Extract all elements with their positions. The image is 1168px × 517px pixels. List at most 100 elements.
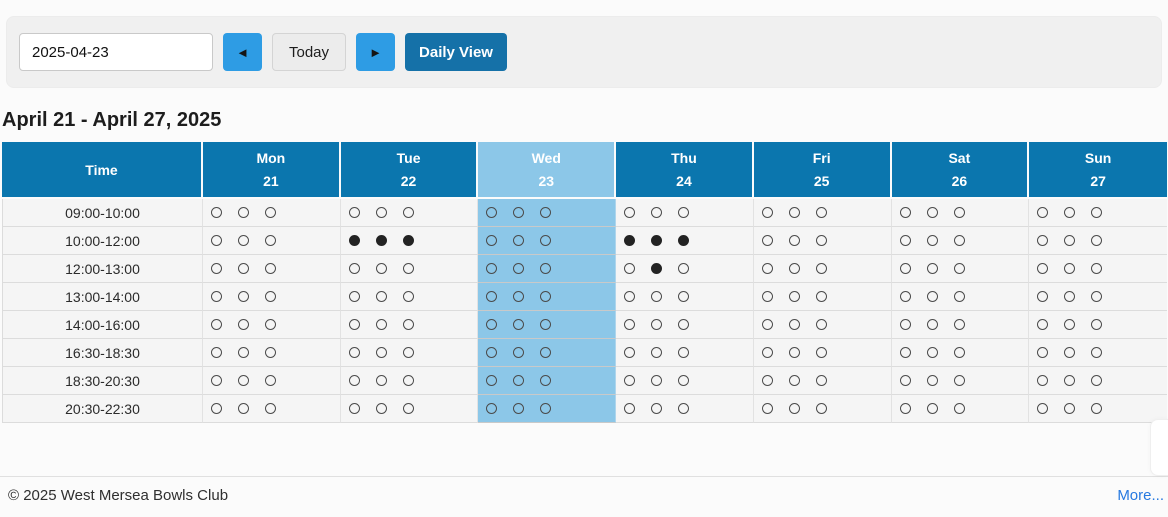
booking-slot-free[interactable] [211, 375, 222, 386]
booking-slot-free[interactable] [899, 263, 911, 274]
booking-slot-free[interactable] [761, 403, 773, 414]
booking-slot-free[interactable] [926, 291, 938, 302]
booking-slot-free[interactable] [402, 263, 414, 274]
booking-slot-free[interactable] [953, 347, 965, 358]
booking-slot-free[interactable] [211, 207, 222, 218]
booking-slot-free[interactable] [348, 291, 360, 302]
today-button[interactable]: Today [272, 33, 347, 71]
booking-slot-free[interactable] [238, 319, 249, 330]
booking-slot-free[interactable] [761, 319, 773, 330]
booking-slot-free[interactable] [651, 291, 663, 302]
booking-slot-booked[interactable] [348, 235, 360, 246]
booking-slot-free[interactable] [1064, 403, 1076, 414]
booking-slot-free[interactable] [211, 403, 222, 414]
booking-slot-free[interactable] [761, 263, 773, 274]
booking-slot-free[interactable] [486, 319, 498, 330]
date-input[interactable] [19, 33, 213, 71]
booking-slot-free[interactable] [265, 263, 276, 274]
booking-slot-free[interactable] [788, 347, 800, 358]
booking-slot-free[interactable] [1037, 403, 1049, 414]
booking-slot-free[interactable] [375, 207, 387, 218]
booking-slot-free[interactable] [238, 347, 249, 358]
booking-slot-free[interactable] [899, 347, 911, 358]
booking-slot-free[interactable] [953, 207, 965, 218]
booking-slot-free[interactable] [651, 207, 663, 218]
booking-slot-free[interactable] [238, 263, 249, 274]
booking-slot-free[interactable] [486, 291, 498, 302]
booking-slot-free[interactable] [348, 319, 360, 330]
booking-slot-free[interactable] [486, 375, 498, 386]
booking-slot-free[interactable] [815, 263, 827, 274]
booking-slot-free[interactable] [761, 235, 773, 246]
booking-slot-free[interactable] [651, 403, 663, 414]
booking-slot-free[interactable] [513, 319, 525, 330]
booking-slot-free[interactable] [238, 291, 249, 302]
booking-slot-free[interactable] [678, 319, 690, 330]
booking-slot-free[interactable] [375, 319, 387, 330]
booking-slot-free[interactable] [1037, 207, 1049, 218]
booking-slot-free[interactable] [348, 207, 360, 218]
booking-slot-free[interactable] [1091, 375, 1103, 386]
booking-slot-free[interactable] [899, 319, 911, 330]
next-button[interactable]: ► [356, 33, 396, 71]
booking-slot-free[interactable] [926, 207, 938, 218]
booking-slot-free[interactable] [540, 319, 552, 330]
booking-slot-free[interactable] [815, 375, 827, 386]
booking-slot-free[interactable] [348, 263, 360, 274]
booking-slot-free[interactable] [513, 235, 525, 246]
booking-slot-free[interactable] [761, 207, 773, 218]
booking-slot-free[interactable] [540, 207, 552, 218]
booking-slot-free[interactable] [402, 291, 414, 302]
booking-slot-free[interactable] [624, 319, 636, 330]
booking-slot-free[interactable] [815, 347, 827, 358]
booking-slot-free[interactable] [815, 291, 827, 302]
booking-slot-free[interactable] [1037, 291, 1049, 302]
booking-slot-booked[interactable] [651, 235, 663, 246]
booking-slot-free[interactable] [402, 403, 414, 414]
booking-slot-free[interactable] [540, 403, 552, 414]
booking-slot-free[interactable] [678, 375, 690, 386]
booking-slot-free[interactable] [486, 207, 498, 218]
booking-slot-booked[interactable] [624, 235, 636, 246]
booking-slot-booked[interactable] [651, 263, 663, 274]
booking-slot-free[interactable] [1064, 319, 1076, 330]
booking-slot-free[interactable] [486, 403, 498, 414]
booking-slot-free[interactable] [953, 235, 965, 246]
booking-slot-free[interactable] [899, 291, 911, 302]
booking-slot-free[interactable] [1064, 235, 1076, 246]
booking-slot-free[interactable] [265, 291, 276, 302]
booking-slot-free[interactable] [265, 319, 276, 330]
booking-slot-free[interactable] [651, 347, 663, 358]
booking-slot-free[interactable] [238, 235, 249, 246]
booking-slot-free[interactable] [540, 235, 552, 246]
booking-slot-free[interactable] [348, 347, 360, 358]
booking-slot-free[interactable] [788, 403, 800, 414]
booking-slot-free[interactable] [815, 207, 827, 218]
booking-slot-free[interactable] [761, 347, 773, 358]
booking-slot-free[interactable] [1064, 375, 1076, 386]
booking-slot-free[interactable] [513, 263, 525, 274]
booking-slot-free[interactable] [953, 375, 965, 386]
booking-slot-free[interactable] [513, 291, 525, 302]
booking-slot-free[interactable] [375, 403, 387, 414]
booking-slot-free[interactable] [788, 263, 800, 274]
booking-slot-free[interactable] [402, 207, 414, 218]
booking-slot-free[interactable] [375, 263, 387, 274]
booking-slot-free[interactable] [1091, 291, 1103, 302]
booking-slot-free[interactable] [624, 207, 636, 218]
booking-slot-free[interactable] [926, 319, 938, 330]
booking-slot-free[interactable] [624, 291, 636, 302]
booking-slot-free[interactable] [265, 347, 276, 358]
booking-slot-booked[interactable] [678, 235, 690, 246]
booking-slot-free[interactable] [486, 347, 498, 358]
booking-slot-free[interactable] [211, 319, 222, 330]
booking-slot-free[interactable] [486, 235, 498, 246]
booking-slot-free[interactable] [1091, 347, 1103, 358]
daily-view-button[interactable]: Daily View [405, 33, 507, 71]
more-link[interactable]: More... [1117, 487, 1164, 504]
booking-slot-free[interactable] [1091, 235, 1103, 246]
booking-slot-free[interactable] [624, 375, 636, 386]
booking-slot-free[interactable] [651, 319, 663, 330]
booking-slot-free[interactable] [678, 403, 690, 414]
booking-slot-free[interactable] [651, 375, 663, 386]
